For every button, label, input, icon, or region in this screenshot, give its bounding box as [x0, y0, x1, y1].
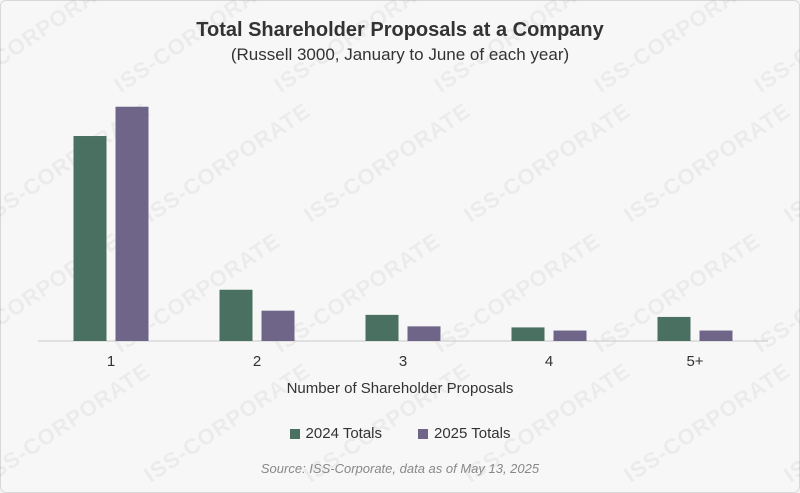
bar-2024-2 [219, 289, 253, 341]
legend-swatch-2025 [418, 428, 428, 439]
bar-2024-1 [73, 136, 107, 341]
chart-subtitle: (Russell 3000, January to June of each y… [230, 45, 570, 64]
bar-2024-5+ [657, 316, 691, 341]
bar-2024-3 [365, 314, 399, 341]
bar-2025-4 [553, 330, 587, 341]
x-tick-label: 3 [399, 353, 407, 370]
legend-label-2024: 2024 Totals [305, 425, 382, 442]
source-note: Source: ISS-Corporate, data as of May 13… [260, 461, 540, 476]
legend-label-2025: 2025 Totals [434, 425, 511, 442]
legend-item-2024: 2024 Totals [289, 425, 382, 442]
legend: 2024 Totals 2025 Totals [0, 425, 800, 442]
bar-2025-1 [115, 106, 149, 341]
x-axis-label: Number of Shareholder Proposals [286, 380, 514, 397]
x-tick-label: 4 [545, 353, 553, 370]
bar-2025-3 [407, 326, 441, 341]
x-tick-label: 5+ [686, 353, 703, 370]
x-tick-label: 2 [253, 353, 261, 370]
legend-item-2025: 2025 Totals [418, 425, 510, 442]
chart-title: Total Shareholder Proposals at a Company [196, 19, 604, 41]
bar-2024-4 [511, 327, 545, 341]
bar-2025-2 [261, 310, 295, 341]
bar-2025-5+ [699, 330, 733, 341]
legend-swatch-2024 [289, 428, 300, 439]
x-tick-label: 1 [107, 353, 115, 370]
